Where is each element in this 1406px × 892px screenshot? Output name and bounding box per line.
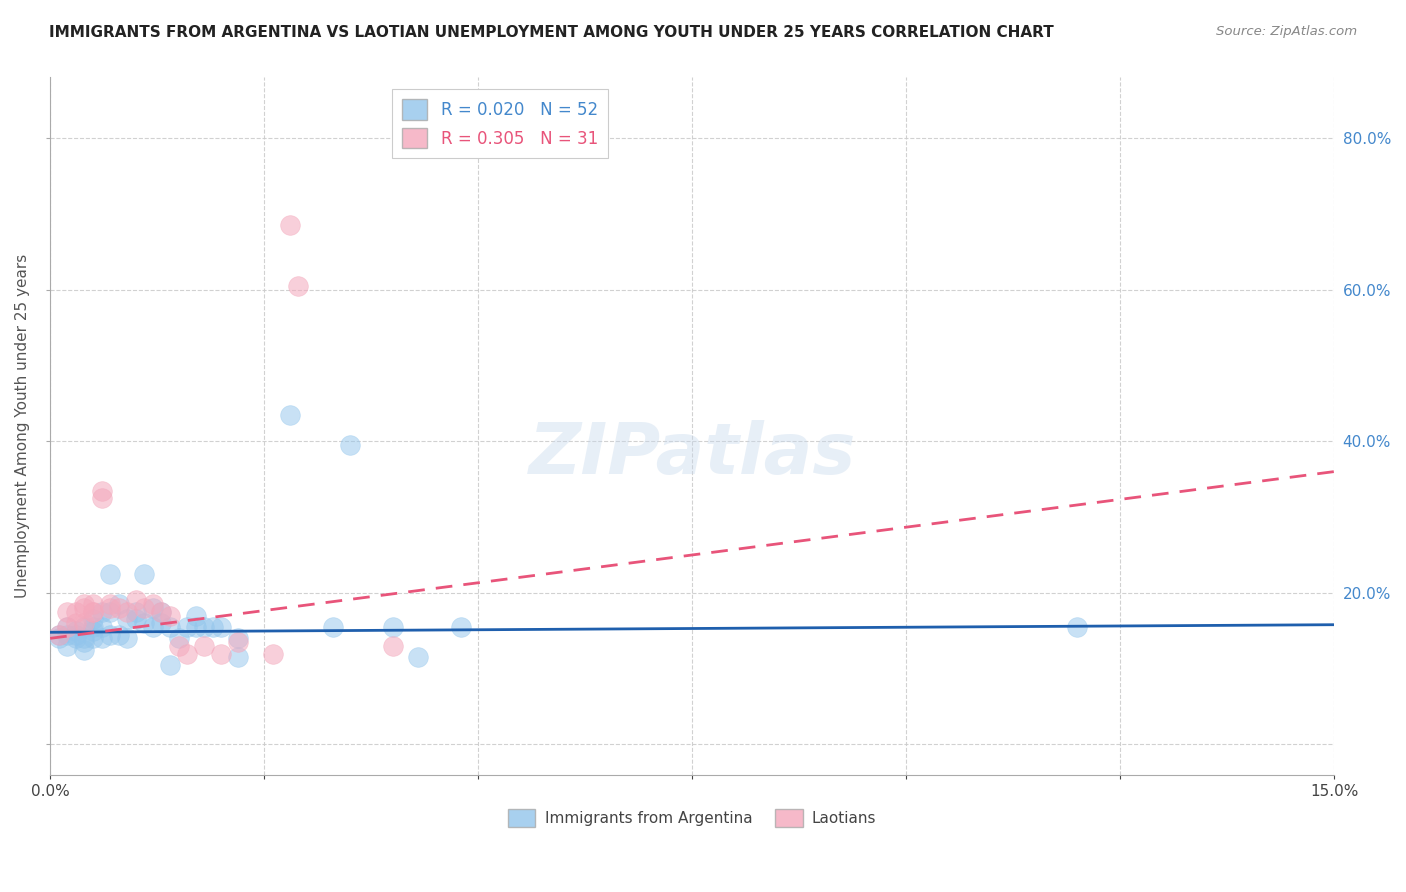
Point bbox=[48, 627, 70, 641]
Point bbox=[406, 650, 429, 665]
Point bbox=[98, 601, 121, 615]
Point bbox=[98, 566, 121, 581]
Point bbox=[150, 605, 173, 619]
Point bbox=[278, 408, 301, 422]
Point bbox=[184, 620, 207, 634]
Point bbox=[262, 647, 284, 661]
Point bbox=[167, 632, 190, 646]
Point bbox=[82, 605, 104, 619]
Point bbox=[107, 601, 129, 615]
Point bbox=[125, 612, 148, 626]
Point bbox=[48, 632, 70, 646]
Point bbox=[450, 620, 472, 634]
Point bbox=[228, 650, 250, 665]
Point bbox=[48, 627, 70, 641]
Point bbox=[134, 616, 156, 631]
Point bbox=[56, 639, 79, 653]
Legend: Immigrants from Argentina, Laotians: Immigrants from Argentina, Laotians bbox=[502, 803, 883, 833]
Point bbox=[322, 620, 344, 634]
Point bbox=[193, 620, 215, 634]
Point bbox=[201, 620, 224, 634]
Point bbox=[381, 620, 404, 634]
Point bbox=[115, 612, 138, 626]
Point bbox=[142, 597, 165, 611]
Point bbox=[73, 632, 96, 646]
Point bbox=[287, 279, 309, 293]
Point bbox=[142, 601, 165, 615]
Point bbox=[73, 620, 96, 634]
Point bbox=[90, 632, 112, 646]
Point bbox=[90, 483, 112, 498]
Point bbox=[73, 601, 96, 615]
Point bbox=[73, 597, 96, 611]
Point bbox=[339, 438, 361, 452]
Point bbox=[98, 605, 121, 619]
Point bbox=[56, 620, 79, 634]
Point bbox=[82, 632, 104, 646]
Text: Source: ZipAtlas.com: Source: ZipAtlas.com bbox=[1216, 25, 1357, 38]
Point bbox=[228, 632, 250, 646]
Point bbox=[82, 597, 104, 611]
Point bbox=[65, 616, 87, 631]
Point bbox=[65, 605, 87, 619]
Point bbox=[228, 635, 250, 649]
Point bbox=[73, 635, 96, 649]
Y-axis label: Unemployment Among Youth under 25 years: Unemployment Among Youth under 25 years bbox=[15, 254, 30, 599]
Point bbox=[82, 612, 104, 626]
Point bbox=[167, 639, 190, 653]
Point bbox=[73, 642, 96, 657]
Point bbox=[115, 605, 138, 619]
Point bbox=[193, 639, 215, 653]
Point bbox=[82, 624, 104, 638]
Point bbox=[65, 632, 87, 646]
Point bbox=[209, 620, 232, 634]
Point bbox=[176, 647, 198, 661]
Point bbox=[56, 620, 79, 634]
Point bbox=[107, 627, 129, 641]
Point bbox=[125, 593, 148, 607]
Point bbox=[278, 219, 301, 233]
Point bbox=[125, 605, 148, 619]
Point bbox=[176, 620, 198, 634]
Point bbox=[98, 627, 121, 641]
Point bbox=[98, 597, 121, 611]
Point bbox=[159, 608, 181, 623]
Point bbox=[134, 601, 156, 615]
Point bbox=[159, 657, 181, 672]
Point bbox=[90, 620, 112, 634]
Point bbox=[134, 566, 156, 581]
Text: ZIPatlas: ZIPatlas bbox=[529, 419, 856, 489]
Point bbox=[381, 639, 404, 653]
Point bbox=[65, 627, 87, 641]
Point bbox=[1066, 620, 1088, 634]
Point bbox=[107, 597, 129, 611]
Point bbox=[73, 616, 96, 631]
Point bbox=[82, 605, 104, 619]
Point bbox=[56, 605, 79, 619]
Point bbox=[150, 605, 173, 619]
Text: IMMIGRANTS FROM ARGENTINA VS LAOTIAN UNEMPLOYMENT AMONG YOUTH UNDER 25 YEARS COR: IMMIGRANTS FROM ARGENTINA VS LAOTIAN UNE… bbox=[49, 25, 1054, 40]
Point bbox=[82, 620, 104, 634]
Point bbox=[65, 624, 87, 638]
Point bbox=[159, 620, 181, 634]
Point bbox=[150, 616, 173, 631]
Point bbox=[56, 627, 79, 641]
Point bbox=[90, 605, 112, 619]
Point bbox=[115, 632, 138, 646]
Point bbox=[209, 647, 232, 661]
Point bbox=[142, 620, 165, 634]
Point bbox=[184, 608, 207, 623]
Point bbox=[90, 491, 112, 505]
